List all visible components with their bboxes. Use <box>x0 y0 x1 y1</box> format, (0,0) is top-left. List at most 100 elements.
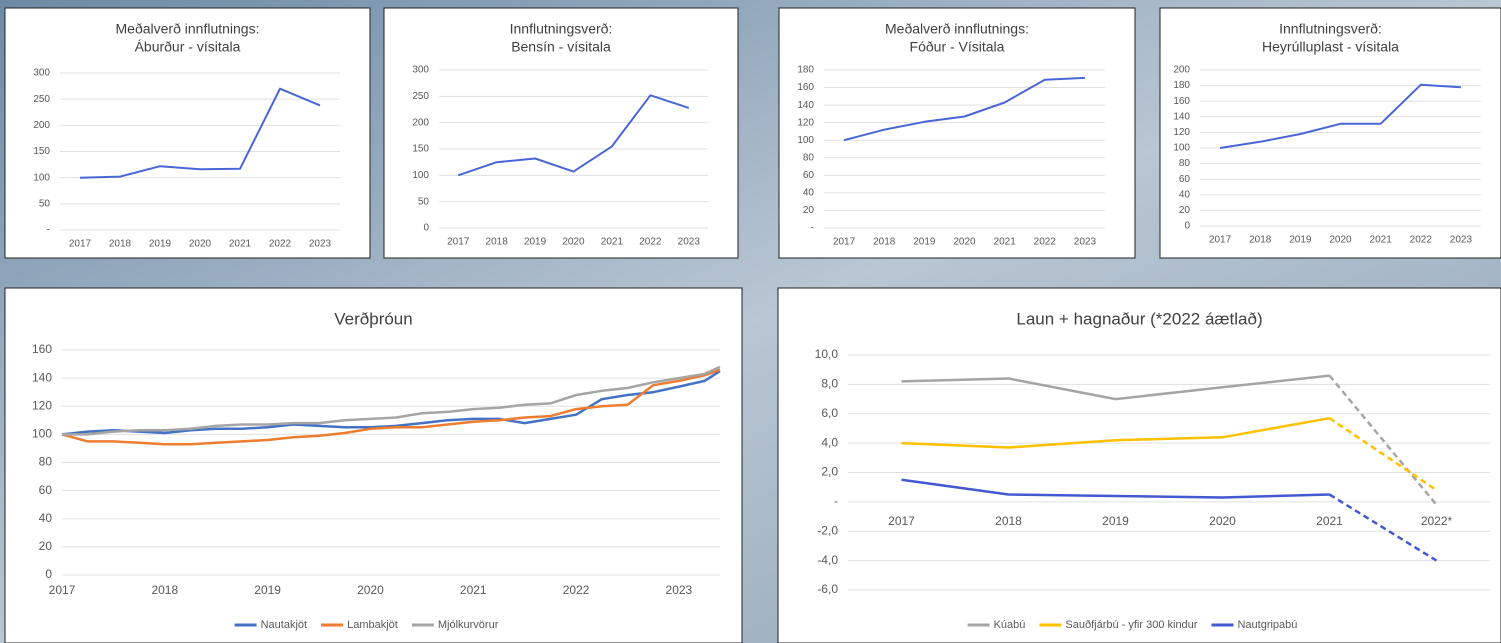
chart-title: Bensín - vísitala <box>511 39 611 55</box>
y-tick-label: 200 <box>412 117 429 128</box>
y-tick-label: 40 <box>803 188 815 199</box>
legend-label: Kúabú <box>994 619 1026 631</box>
x-tick-label: 2022 <box>639 237 662 248</box>
x-tick-label: 2021 <box>1370 235 1393 246</box>
x-tick-label: 2023 <box>309 239 332 250</box>
y-tick-label: 80 <box>1179 158 1191 169</box>
x-tick-label: 2020 <box>562 237 585 248</box>
x-tick-label: 2020 <box>357 583 384 597</box>
x-tick-label: 2020 <box>1209 514 1236 528</box>
x-tick-label: 2021 <box>229 239 252 250</box>
y-tick-label: 50 <box>418 196 430 207</box>
y-tick-label: 100 <box>797 135 814 146</box>
y-tick-label: - <box>47 225 50 236</box>
y-tick-label: 80 <box>39 455 53 469</box>
y-tick-label: 140 <box>1173 111 1190 122</box>
x-tick-label: 2022 <box>563 583 590 597</box>
x-tick-label: 2022 <box>269 239 292 250</box>
y-tick-label: 8,0 <box>821 377 838 391</box>
x-tick-label: 2017 <box>833 237 856 248</box>
chart-title: Meðalverð innflutnings: <box>885 21 1029 37</box>
y-tick-label: 60 <box>803 170 815 181</box>
x-tick-label: 2018 <box>1249 235 1272 246</box>
x-tick-label: 2022 <box>1410 235 1433 246</box>
y-tick-label: 80 <box>803 152 815 163</box>
x-tick-label: 2021 <box>460 583 487 597</box>
x-tick-label: 2018 <box>873 237 896 248</box>
slide: Meðalverð innflutnings: Áburður - vísital… <box>0 0 1501 643</box>
y-tick-label: - <box>834 494 838 508</box>
x-tick-label: 2021 <box>1316 514 1343 528</box>
x-tick-label: 2018 <box>109 239 132 250</box>
legend-label: Nautgripabú <box>1237 619 1297 631</box>
x-tick-label: 2019 <box>1102 514 1129 528</box>
y-tick-label: 0 <box>1184 221 1190 232</box>
x-tick-label: 2023 <box>1074 237 1097 248</box>
y-tick-label: 160 <box>1173 96 1190 107</box>
x-tick-label: 2018 <box>995 514 1022 528</box>
x-tick-label: 2022* <box>1421 514 1453 528</box>
x-tick-label: 2020 <box>1329 235 1352 246</box>
legend-label: Sauðfjárbú - yfir 300 kindur <box>1065 619 1197 631</box>
x-tick-label: 2019 <box>913 237 936 248</box>
y-tick-label: 300 <box>412 65 429 76</box>
y-tick-label: 180 <box>1173 80 1190 91</box>
y-tick-label: 6,0 <box>821 406 838 420</box>
y-tick-label: -2,0 <box>817 523 838 537</box>
x-tick-label: 2019 <box>1289 235 1312 246</box>
y-tick-label: 160 <box>32 342 52 356</box>
legend-label: Mjólkurvörur <box>438 619 499 631</box>
y-tick-label: 120 <box>32 398 52 412</box>
x-tick-label: 2018 <box>151 583 178 597</box>
chart-title: Áburður - vísitala <box>135 39 241 55</box>
x-tick-label: 2017 <box>888 514 915 528</box>
x-tick-label: 2021 <box>601 237 624 248</box>
y-tick-label: 20 <box>1179 205 1191 216</box>
y-tick-label: 100 <box>1173 143 1190 154</box>
x-tick-label: 2022 <box>1034 237 1057 248</box>
chart-title: Innflutningsverð: <box>1279 21 1382 37</box>
x-tick-label: 2017 <box>447 237 470 248</box>
y-tick-label: 10,0 <box>815 347 839 361</box>
y-tick-label: 150 <box>33 146 50 157</box>
y-tick-label: 40 <box>1179 189 1191 200</box>
x-tick-label: 2020 <box>189 239 212 250</box>
x-tick-label: 2017 <box>1209 235 1232 246</box>
y-tick-label: 100 <box>412 170 429 181</box>
legend-label: Nautakjöt <box>261 619 307 631</box>
y-tick-label: 160 <box>797 82 814 93</box>
chart-title: Laun + hagnaður (*2022 áætlað) <box>1016 309 1262 328</box>
x-tick-label: 2019 <box>524 237 547 248</box>
y-tick-label: 250 <box>412 91 429 102</box>
y-tick-label: 140 <box>797 100 814 111</box>
y-tick-label: 200 <box>33 120 50 131</box>
y-tick-label: 180 <box>797 65 814 76</box>
y-tick-label: 50 <box>39 198 51 209</box>
x-tick-label: 2017 <box>69 239 92 250</box>
x-tick-label: 2018 <box>486 237 509 248</box>
chart-title: Heyrúlluplast - vísitala <box>1262 39 1399 55</box>
y-tick-label: 20 <box>803 205 815 216</box>
x-tick-label: 2023 <box>1450 235 1473 246</box>
x-tick-label: 2020 <box>953 237 976 248</box>
chart-title: Meðalverð innflutnings: <box>116 21 260 37</box>
y-tick-label: -4,0 <box>817 553 838 567</box>
y-tick-label: -6,0 <box>817 582 838 596</box>
y-tick-label: 0 <box>45 567 52 581</box>
y-tick-label: 4,0 <box>821 435 838 449</box>
x-tick-label: 2019 <box>254 583 281 597</box>
y-tick-label: 100 <box>32 427 52 441</box>
y-tick-label: 2,0 <box>821 465 838 479</box>
y-tick-label: - <box>811 223 814 234</box>
y-tick-label: 120 <box>1173 127 1190 138</box>
y-tick-label: 0 <box>423 223 429 234</box>
chart-title: Verðþróun <box>334 309 412 328</box>
y-tick-label: 150 <box>412 144 429 155</box>
y-tick-label: 120 <box>797 117 814 128</box>
y-tick-label: 140 <box>32 370 52 384</box>
y-tick-label: 60 <box>39 483 53 497</box>
chart-title: Innflutningsverð: <box>510 21 613 37</box>
x-tick-label: 2017 <box>49 583 76 597</box>
x-tick-label: 2023 <box>666 583 693 597</box>
y-tick-label: 300 <box>33 68 50 79</box>
